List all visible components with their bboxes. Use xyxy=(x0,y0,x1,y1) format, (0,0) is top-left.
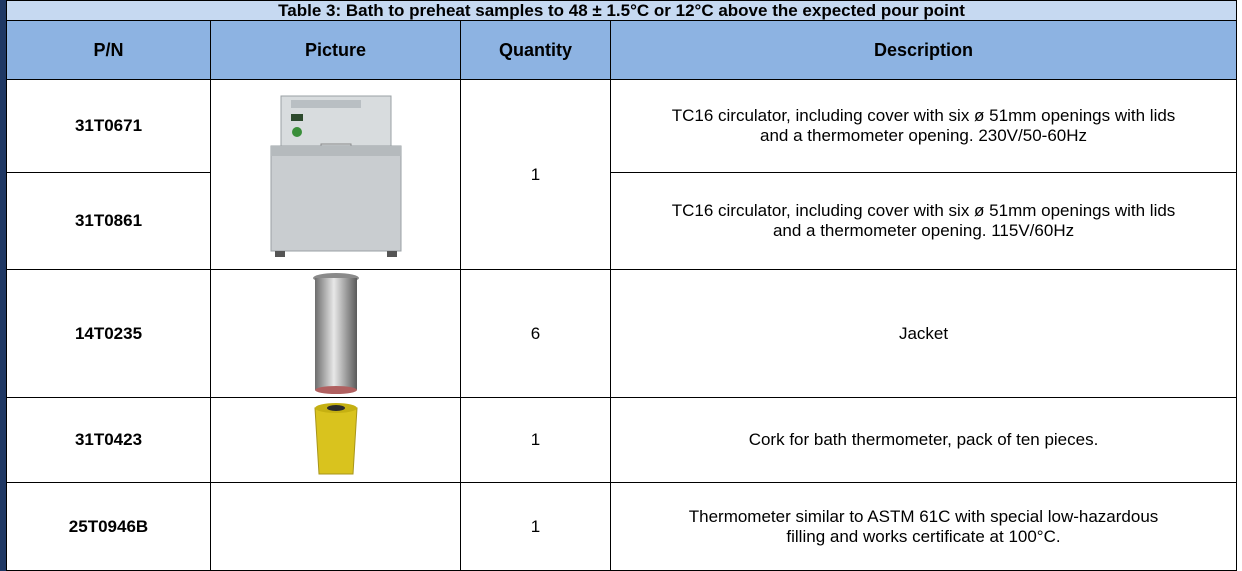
description: Cork for bath thermometer, pack of ten p… xyxy=(611,398,1237,483)
header-cell: Quantity xyxy=(461,21,611,80)
picture xyxy=(211,483,461,571)
header-cell: P/N xyxy=(7,21,211,80)
description: TC16 circulator, including cover with si… xyxy=(611,80,1237,173)
row: 31T0423 1 Cork for bath thermometer, pac… xyxy=(7,398,1237,483)
part-number: 14T0235 xyxy=(7,270,211,398)
picture xyxy=(211,270,461,398)
cork-image xyxy=(313,402,359,478)
row: 25T0946B 1 Thermometer similar to ASTM 6… xyxy=(7,483,1237,571)
header-cell: Picture xyxy=(211,21,461,80)
part-number: 31T0861 xyxy=(7,173,211,270)
part-number: 31T0671 xyxy=(7,80,211,173)
quantity: 1 xyxy=(461,398,611,483)
row: 14T0235 6 Jacket xyxy=(7,270,1237,398)
part-number: 25T0946B xyxy=(7,483,211,571)
header-cell: Description xyxy=(611,21,1237,80)
jacket-image xyxy=(311,272,361,396)
row: 31T0671 1 TC16 circulator, including cov… xyxy=(7,80,1237,173)
title-row: Table 3: Bath to preheat samples to 48 ±… xyxy=(7,1,1237,21)
description: Jacket xyxy=(611,270,1237,398)
description: TC16 circulator, including cover with si… xyxy=(611,173,1237,270)
part-number: 31T0423 xyxy=(7,398,211,483)
header-row: P/N Picture Quantity Description xyxy=(7,21,1237,80)
picture xyxy=(211,80,461,270)
table-title: Table 3: Bath to preheat samples to 48 ±… xyxy=(7,1,1237,21)
quantity: 1 xyxy=(461,80,611,270)
quantity: 6 xyxy=(461,270,611,398)
page: Table 3: Bath to preheat samples to 48 ±… xyxy=(0,0,1242,571)
picture xyxy=(211,398,461,483)
description: Thermometer similar to ASTM 61C with spe… xyxy=(611,483,1237,571)
row: 31T0861 TC16 circulator, including cover… xyxy=(7,173,1237,270)
parts-table: Table 3: Bath to preheat samples to 48 ±… xyxy=(6,0,1237,571)
quantity: 1 xyxy=(461,483,611,571)
circulator-image xyxy=(261,90,411,260)
